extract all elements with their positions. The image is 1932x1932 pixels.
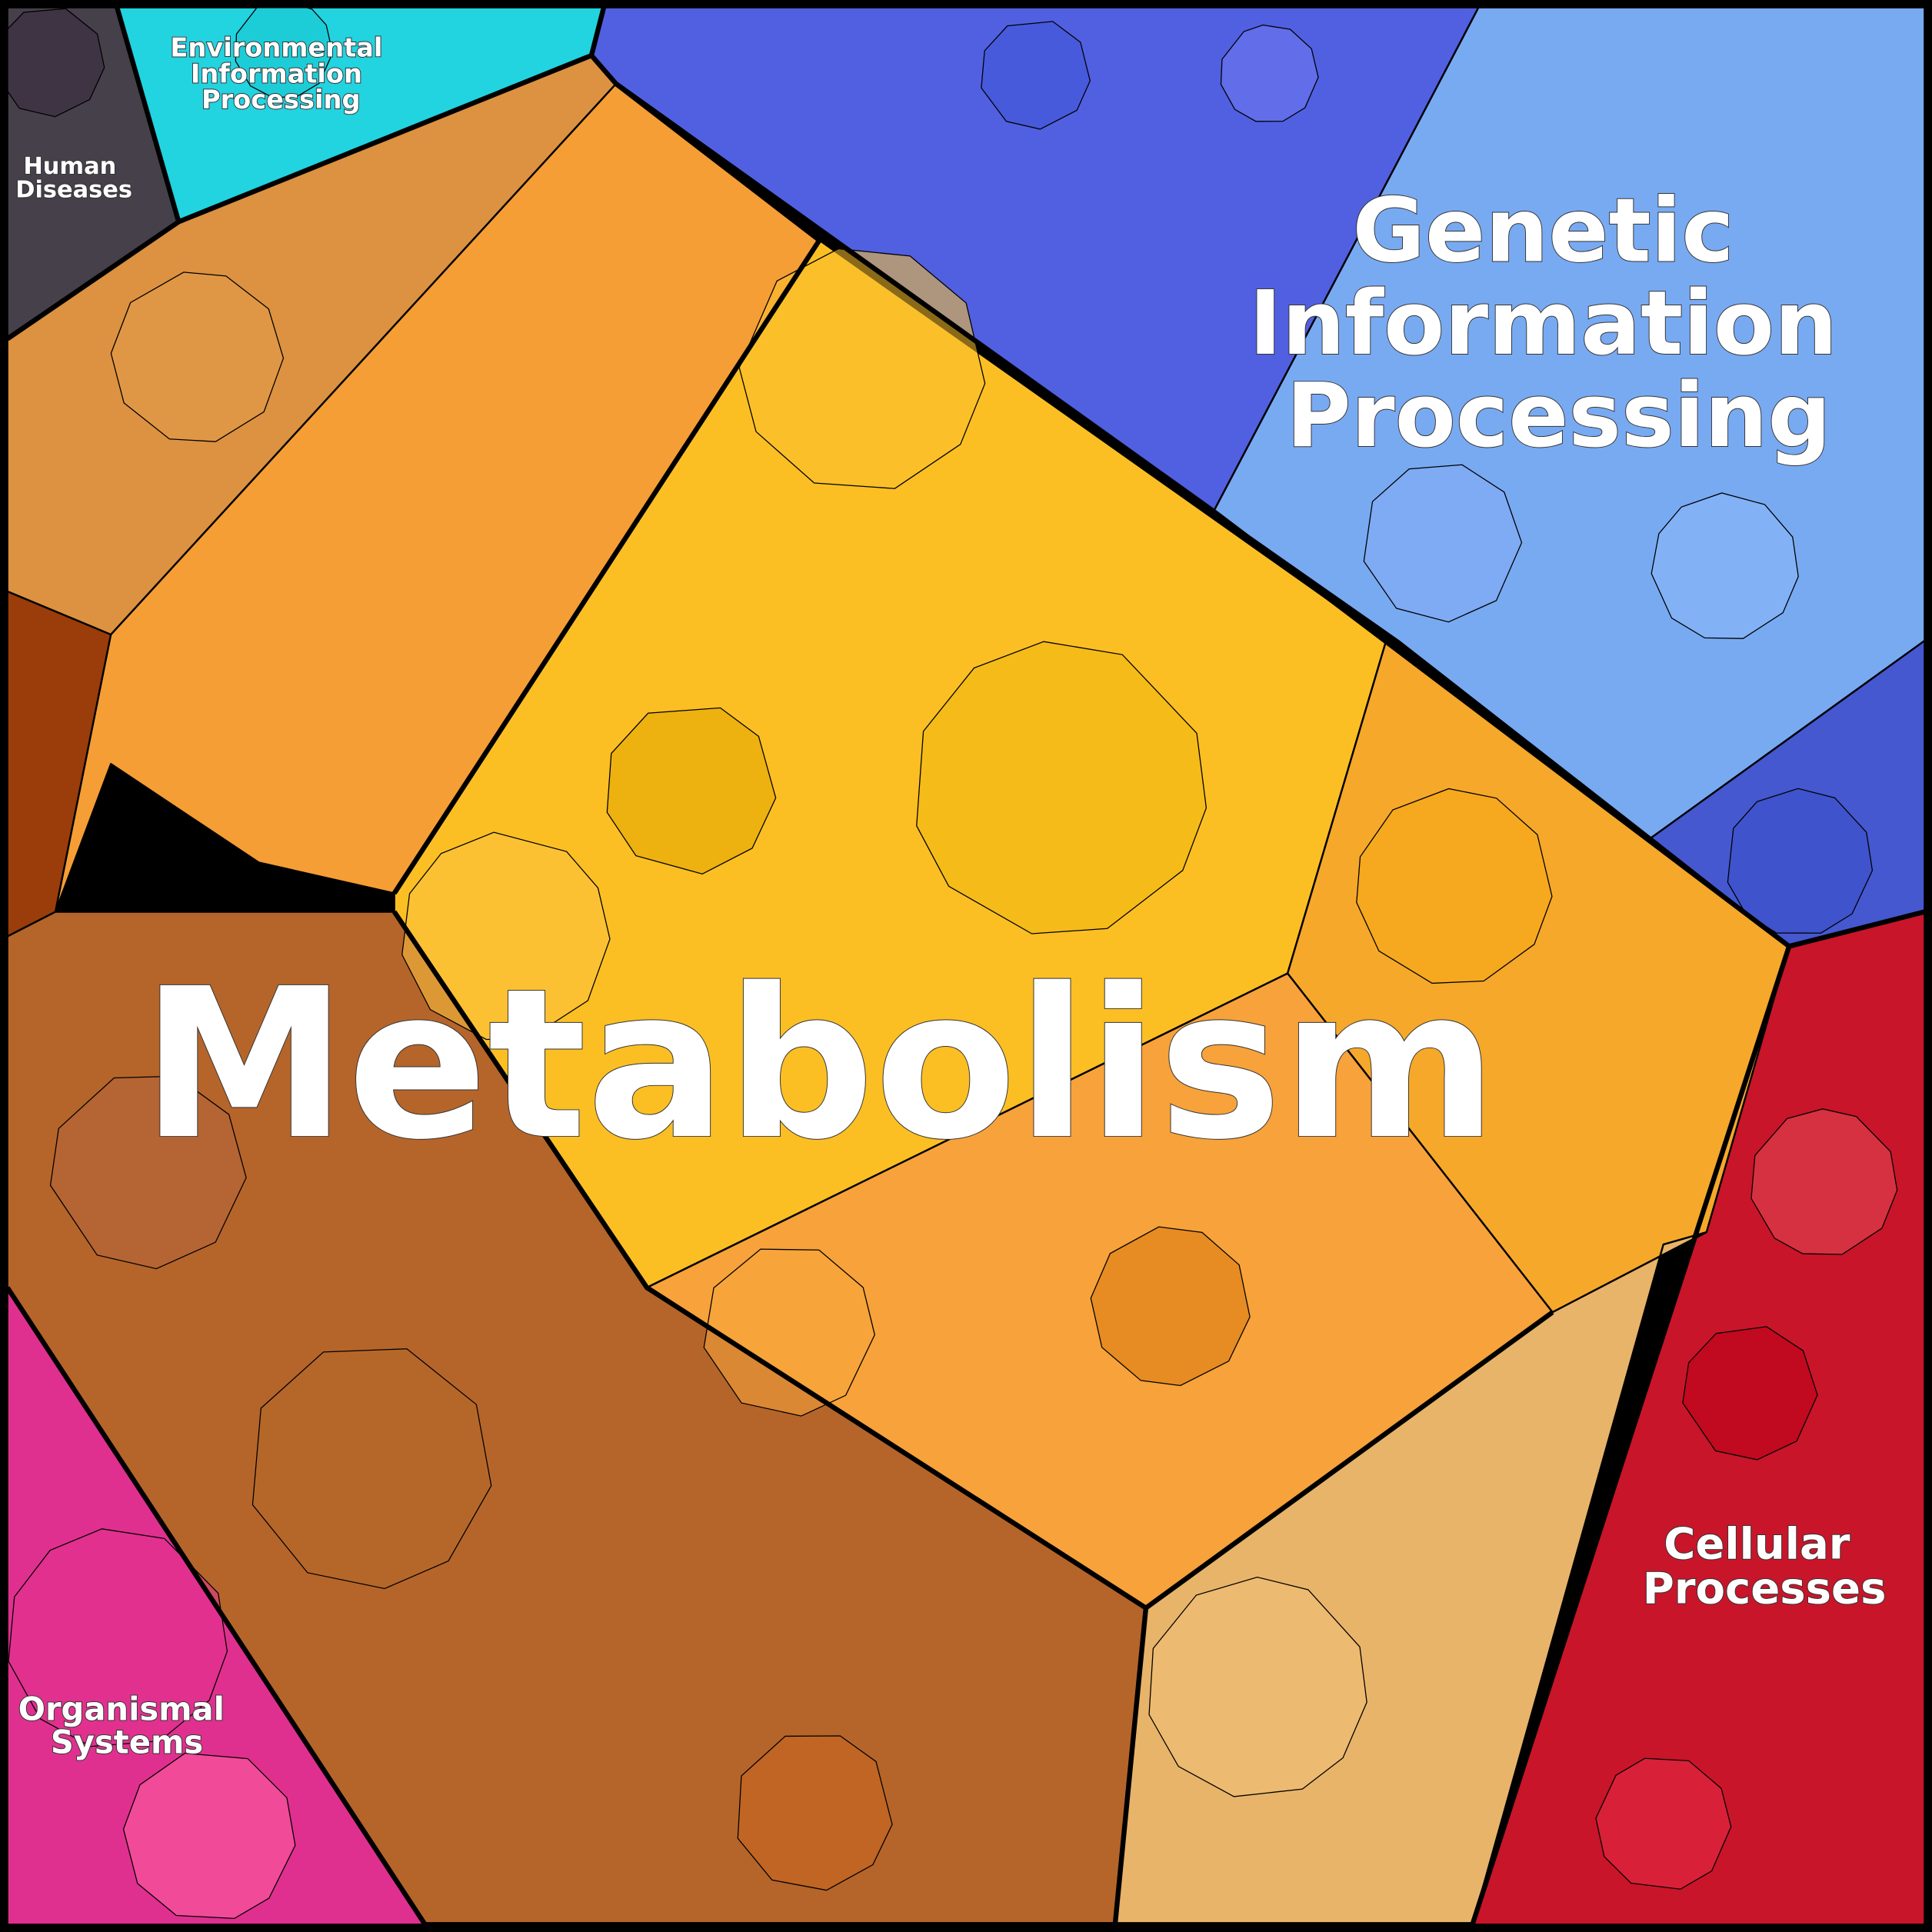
label-metabolism: Metabolism (142, 944, 1497, 1185)
label-organismal-systems: Organismal Systems (18, 1690, 236, 1760)
protein-cell (1356, 788, 1553, 984)
protein-cell (916, 641, 1208, 934)
protein-cell (49, 1075, 247, 1270)
protein-cell (251, 1348, 492, 1590)
protein-cell (703, 1248, 875, 1417)
protein-cell (1090, 1226, 1251, 1387)
protein-cell (0, 8, 105, 118)
category-border (588, 6, 607, 56)
protein-cell (235, 0, 334, 98)
protein-cell (1363, 464, 1523, 623)
protein-cell (1682, 1326, 1818, 1461)
label-human-diseases: Human Diseases (15, 153, 132, 203)
protein-cell (122, 1752, 296, 1920)
label-genetic-information-processing: Genetic Information Processing (1249, 180, 1868, 468)
protein-cell (401, 831, 611, 1041)
protein-cell (606, 707, 777, 875)
category-border (391, 910, 1554, 1611)
protein-cell (1727, 788, 1874, 934)
label-environmental-information-processing: Environmental Information Processing (170, 33, 391, 115)
protein-cell (1595, 1757, 1732, 1890)
label-cellular-processes: Cellular Processes (1643, 1520, 1887, 1614)
protein-cell (8, 1528, 228, 1747)
category-border (391, 82, 822, 895)
protein-cell (110, 271, 285, 442)
category-border (1112, 1607, 1149, 1925)
protein-cell (1651, 492, 1799, 639)
protein-cell (1220, 24, 1319, 122)
protein-cell (1148, 1576, 1367, 1797)
category-border (1788, 909, 1926, 949)
protein-cell (981, 21, 1091, 130)
category-border (115, 6, 182, 223)
protein-cell (1750, 1108, 1898, 1255)
protein-cell (737, 1735, 893, 1891)
